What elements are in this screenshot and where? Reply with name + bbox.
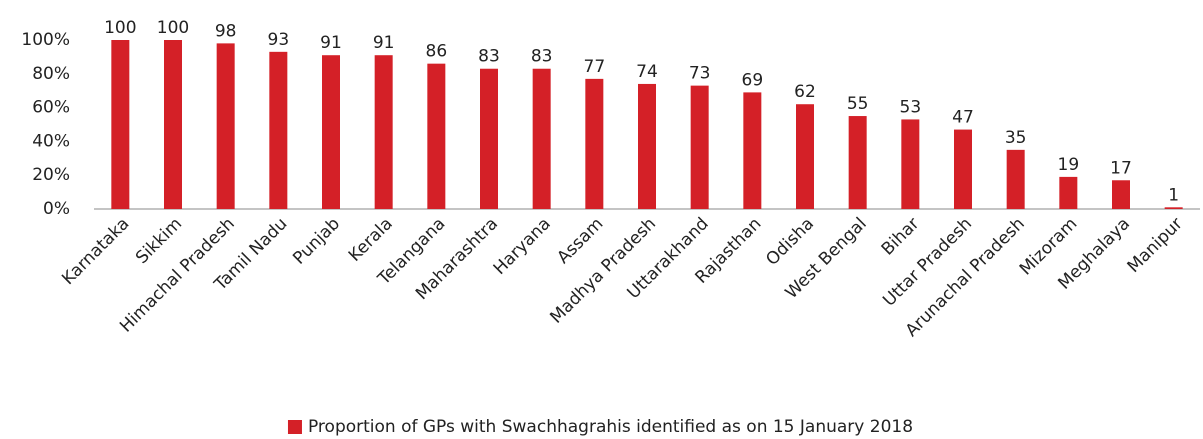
x-tick-label: Haryana [490, 214, 555, 279]
bar [1006, 149, 1025, 209]
data-label: 83 [478, 47, 500, 67]
x-tick-label: Karnataka [58, 214, 133, 289]
data-label: 19 [1058, 155, 1080, 175]
y-tick-label: 100% [21, 30, 70, 50]
data-label: 98 [215, 21, 237, 41]
data-label: 55 [847, 94, 869, 114]
bar [1164, 207, 1183, 209]
bar [111, 40, 130, 209]
x-tick-label: Punjab [289, 214, 344, 269]
y-tick-label: 0% [43, 199, 70, 219]
data-label: 17 [1110, 158, 1132, 178]
bar [690, 85, 709, 209]
data-label: 1 [1168, 185, 1179, 205]
legend-label: Proportion of GPs with Swachhagrahis ide… [308, 417, 913, 437]
x-tick-label: Manipur [1124, 214, 1187, 277]
bar [901, 119, 920, 209]
bar [322, 55, 340, 210]
data-label: 91 [373, 33, 395, 53]
bar [216, 43, 235, 209]
bar [164, 40, 182, 209]
bar [374, 55, 393, 210]
data-label: 77 [584, 57, 606, 77]
bar [480, 68, 498, 209]
y-tick-label: 20% [32, 165, 70, 185]
data-label: 73 [689, 64, 711, 84]
bar [954, 129, 972, 209]
bar [743, 92, 762, 209]
data-label: 53 [900, 97, 922, 117]
bar [585, 78, 604, 210]
y-tick-label: 80% [32, 64, 70, 84]
y-tick-label: 40% [32, 131, 70, 151]
y-tick-label: 60% [32, 98, 70, 118]
data-label: 83 [531, 47, 553, 67]
bar [796, 104, 814, 209]
data-label: 35 [1005, 128, 1027, 148]
data-label: 47 [952, 108, 974, 128]
legend-swatch [287, 420, 302, 434]
data-label: 62 [794, 82, 816, 102]
data-label: 100 [157, 18, 189, 38]
x-tick-label: Bihar [878, 214, 924, 260]
data-label: 93 [268, 30, 290, 50]
data-label: 69 [742, 70, 764, 90]
bar [1112, 180, 1130, 209]
data-label: 86 [426, 42, 448, 62]
data-label: 91 [320, 33, 342, 53]
bar [269, 51, 288, 209]
data-label: 100 [104, 18, 136, 38]
data-label: 74 [636, 62, 658, 82]
bar [848, 116, 867, 209]
bar [638, 83, 656, 209]
bar [427, 63, 446, 209]
bar [1059, 176, 1078, 209]
bar [532, 68, 551, 209]
x-tick-label: Kerala [345, 214, 397, 266]
